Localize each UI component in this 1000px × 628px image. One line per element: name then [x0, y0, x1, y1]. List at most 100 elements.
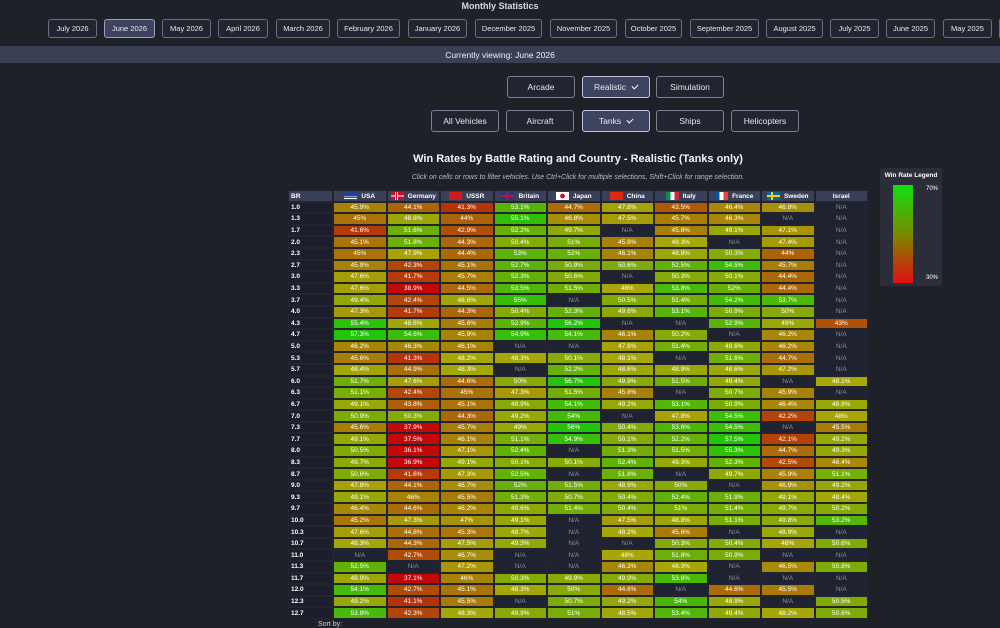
column-header[interactable]: Britain — [493, 190, 547, 202]
winrate-cell[interactable]: 54.5% — [707, 259, 761, 272]
winrate-cell[interactable]: 47.8% — [600, 340, 654, 353]
winrate-cell[interactable]: 51.1% — [814, 468, 868, 480]
winrate-cell[interactable]: 49.3% — [493, 537, 547, 550]
winrate-cell[interactable]: 53.4% — [654, 607, 708, 619]
winrate-cell[interactable]: 44% — [440, 213, 494, 225]
winrate-cell[interactable]: 48.3% — [493, 584, 547, 596]
winrate-cell[interactable]: 48.8% — [654, 514, 708, 527]
winrate-cell[interactable]: 49.1% — [493, 514, 547, 527]
winrate-cell[interactable]: 48.2% — [600, 526, 654, 538]
winrate-cell[interactable]: 50.7% — [707, 387, 761, 399]
vehicle-button[interactable]: Tanks — [582, 110, 650, 132]
winrate-cell[interactable]: 48.1% — [814, 375, 868, 388]
winrate-cell[interactable]: 47.3% — [333, 305, 387, 318]
row-label[interactable]: 1.7 — [288, 224, 333, 237]
month-button[interactable]: April 2026 — [218, 19, 268, 38]
row-label[interactable]: 11.3 — [288, 561, 333, 573]
winrate-cell[interactable]: 42.9% — [440, 224, 494, 237]
row-label[interactable]: 11.7 — [288, 572, 333, 585]
row-label[interactable]: 5.3 — [288, 352, 333, 364]
winrate-cell[interactable]: N/A — [493, 340, 547, 353]
winrate-cell[interactable]: 46% — [386, 491, 440, 504]
winrate-cell[interactable]: 49.4% — [707, 607, 761, 619]
winrate-cell[interactable]: 44.7% — [761, 445, 815, 457]
winrate-cell[interactable]: 50.9% — [707, 305, 761, 318]
winrate-cell[interactable]: 50.9% — [547, 259, 601, 272]
winrate-cell[interactable]: 49.7% — [547, 224, 601, 237]
winrate-cell[interactable]: 46.4% — [814, 456, 868, 469]
winrate-cell[interactable]: 36.1% — [386, 445, 440, 457]
winrate-cell[interactable]: 44% — [761, 247, 815, 260]
winrate-cell[interactable]: 52.9% — [707, 317, 761, 330]
row-label[interactable]: 8.3 — [288, 456, 333, 469]
winrate-cell[interactable]: N/A — [814, 363, 868, 376]
winrate-cell[interactable]: 45.9% — [440, 329, 494, 341]
winrate-cell[interactable]: 48.2% — [440, 352, 494, 364]
winrate-cell[interactable]: 52% — [493, 479, 547, 492]
row-label[interactable]: 4.0 — [288, 305, 333, 318]
winrate-cell[interactable]: 48.7% — [493, 526, 547, 538]
column-header[interactable]: Germany — [386, 190, 440, 202]
winrate-cell[interactable]: 49.6% — [600, 305, 654, 318]
winrate-cell[interactable]: 49.4% — [333, 294, 387, 306]
winrate-cell[interactable]: 45.3% — [440, 526, 494, 538]
winrate-cell[interactable]: 52.4% — [493, 445, 547, 457]
month-button[interactable]: May 2025 — [943, 19, 992, 38]
winrate-cell[interactable]: 53.2% — [814, 514, 868, 527]
winrate-cell[interactable]: 51.4% — [654, 294, 708, 306]
winrate-cell[interactable]: 53.6% — [654, 421, 708, 434]
winrate-cell[interactable]: N/A — [814, 236, 868, 248]
winrate-cell[interactable]: N/A — [814, 201, 868, 214]
winrate-cell[interactable]: 41.7% — [386, 271, 440, 283]
winrate-cell[interactable]: 47.5% — [600, 213, 654, 225]
row-label[interactable]: 7.3 — [288, 421, 333, 434]
winrate-cell[interactable]: N/A — [814, 526, 868, 538]
row-label[interactable]: 4.7 — [288, 329, 333, 341]
column-header[interactable]: USA — [333, 190, 387, 202]
winrate-cell[interactable]: 51.9% — [707, 491, 761, 504]
winrate-cell[interactable]: 48% — [600, 549, 654, 561]
winrate-cell[interactable]: 51% — [654, 503, 708, 515]
winrate-cell[interactable]: N/A — [761, 213, 815, 225]
row-label[interactable]: 10.7 — [288, 537, 333, 550]
winrate-cell[interactable]: N/A — [814, 271, 868, 283]
month-button[interactable]: July 2025 — [830, 19, 879, 38]
winrate-cell[interactable]: 49.2% — [814, 479, 868, 492]
winrate-cell[interactable]: N/A — [761, 572, 815, 585]
winrate-cell[interactable]: 49.6% — [493, 503, 547, 515]
row-label[interactable]: 8.7 — [288, 468, 333, 480]
winrate-cell[interactable]: 50.9% — [707, 398, 761, 411]
winrate-cell[interactable]: N/A — [814, 352, 868, 364]
winrate-cell[interactable]: 49.9% — [547, 572, 601, 585]
winrate-cell[interactable]: 44.3% — [386, 537, 440, 550]
winrate-cell[interactable]: 49.9% — [493, 607, 547, 619]
winrate-cell[interactable]: N/A — [761, 421, 815, 434]
winrate-cell[interactable]: 44.4% — [440, 247, 494, 260]
winrate-cell[interactable]: 49.7% — [707, 468, 761, 480]
winrate-cell[interactable]: 54.5% — [707, 410, 761, 422]
winrate-cell[interactable]: 49.3% — [814, 445, 868, 457]
column-header[interactable]: China — [600, 190, 654, 202]
winrate-cell[interactable]: 53.5% — [493, 282, 547, 295]
winrate-cell[interactable]: 49.2% — [333, 595, 387, 608]
winrate-cell[interactable]: 42.3% — [386, 259, 440, 272]
winrate-cell[interactable]: 52.4% — [600, 456, 654, 469]
winrate-cell[interactable]: 49% — [761, 317, 815, 330]
winrate-cell[interactable]: 49.4% — [707, 375, 761, 388]
winrate-cell[interactable]: 47% — [440, 514, 494, 527]
winrate-cell[interactable]: 45.9% — [761, 468, 815, 480]
winrate-cell[interactable]: N/A — [761, 595, 815, 608]
winrate-cell[interactable]: 52% — [707, 282, 761, 295]
row-label[interactable]: 10.0 — [288, 514, 333, 527]
winrate-cell[interactable]: N/A — [493, 363, 547, 376]
month-button[interactable]: August 2025 — [766, 19, 823, 38]
row-label[interactable]: 8.0 — [288, 445, 333, 457]
month-button[interactable]: January 2026 — [408, 19, 467, 38]
winrate-cell[interactable]: 47.2% — [440, 561, 494, 573]
winrate-cell[interactable]: 52.3% — [547, 305, 601, 318]
row-label[interactable]: 12.0 — [288, 584, 333, 596]
winrate-cell[interactable]: 57.5% — [707, 433, 761, 446]
winrate-cell[interactable]: 47.8% — [654, 410, 708, 422]
winrate-cell[interactable]: 53.8% — [654, 572, 708, 585]
winrate-cell[interactable]: 49.9% — [493, 398, 547, 411]
